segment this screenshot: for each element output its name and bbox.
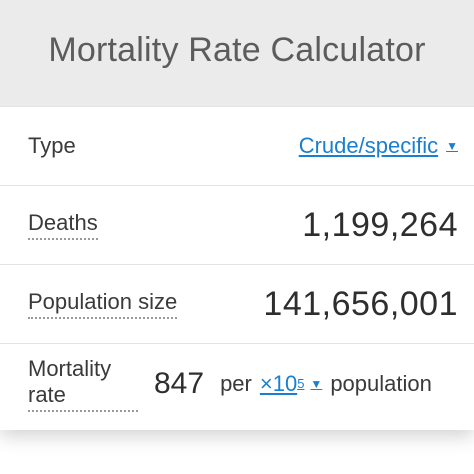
unit-select[interactable]: ×10 5 ▼ (260, 371, 326, 397)
chevron-down-icon[interactable]: ▼ (310, 376, 323, 391)
mortality-rate-label-line2: rate (28, 381, 66, 407)
population-label: Population size (28, 289, 178, 319)
deaths-input[interactable]: 1,199,264 (302, 205, 458, 244)
population-suffix: population (330, 370, 432, 396)
type-label: Type (28, 133, 76, 158)
unit-exponent[interactable]: 5 (297, 376, 305, 391)
page-title: Mortality Rate Calculator (48, 30, 426, 69)
per-text: per (220, 370, 252, 396)
mortality-rate-label-line1: Mortality (28, 355, 112, 381)
calculator-card: Mortality Rate Calculator Type Crude/spe… (0, 0, 474, 423)
mortality-rate-row: Mortality rate 847 per ×10 5 ▼ population (0, 343, 474, 423)
type-select[interactable]: Crude/specific ▼ (299, 133, 458, 159)
type-select-value[interactable]: Crude/specific (298, 133, 439, 158)
mortality-rate-label: Mortality rate (28, 356, 138, 412)
unit-base[interactable]: ×10 (259, 370, 298, 396)
deaths-label: Deaths (28, 210, 98, 240)
mortality-rate-value[interactable]: 847 (154, 366, 205, 400)
deaths-row: Deaths 1,199,264 (0, 185, 474, 264)
calculator-header: Mortality Rate Calculator (0, 0, 474, 106)
chevron-down-icon[interactable]: ▼ (446, 139, 458, 153)
population-row: Population size 141,656,001 (0, 264, 474, 343)
type-row: Type Crude/specific ▼ (0, 106, 474, 185)
population-input[interactable]: 141,656,001 (263, 284, 458, 323)
